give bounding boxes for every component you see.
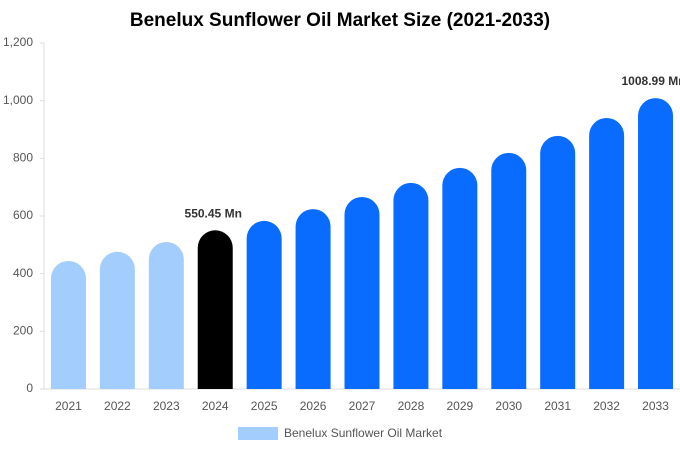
bar [540, 135, 576, 389]
y-tick-label: 1,200 [3, 35, 33, 49]
bar [50, 260, 86, 389]
y-tick-label: 400 [13, 266, 33, 280]
y-tick-label: 600 [13, 208, 33, 222]
x-tick-label: 2031 [544, 399, 571, 413]
x-tick-label: 2032 [593, 399, 620, 413]
bar [344, 196, 380, 389]
legend-swatch [238, 427, 278, 440]
bar [393, 182, 429, 389]
x-tick-label: 2022 [104, 399, 131, 413]
x-tick-label: 2026 [300, 399, 327, 413]
bar [148, 241, 184, 389]
value-label: 550.45 Mn [185, 206, 242, 220]
y-tick-label: 1,000 [3, 93, 33, 107]
x-tick-label: 2028 [398, 399, 425, 413]
value-label: 1008.99 Mn [622, 74, 680, 88]
bar [589, 117, 625, 389]
y-tick-label: 0 [26, 381, 33, 395]
legend-label: Benelux Sunflower Oil Market [284, 426, 443, 440]
chart-title: Benelux Sunflower Oil Market Size (2021-… [130, 10, 550, 31]
bar [99, 251, 135, 389]
x-tick-label: 2023 [153, 399, 180, 413]
y-tick-label: 800 [13, 151, 33, 165]
x-tick-label: 2029 [446, 399, 473, 413]
x-tick-label: 2021 [55, 399, 82, 413]
x-tick-label: 2027 [349, 399, 376, 413]
bar [442, 167, 478, 389]
bar [246, 220, 282, 389]
bar [197, 230, 233, 389]
x-tick-label: 2025 [251, 399, 278, 413]
bar [491, 152, 527, 389]
x-tick-label: 2033 [642, 399, 669, 413]
bar [295, 209, 331, 389]
x-tick-label: 2024 [202, 399, 229, 413]
bar [638, 98, 674, 389]
x-tick-label: 2030 [495, 399, 522, 413]
y-tick-label: 200 [13, 324, 33, 338]
